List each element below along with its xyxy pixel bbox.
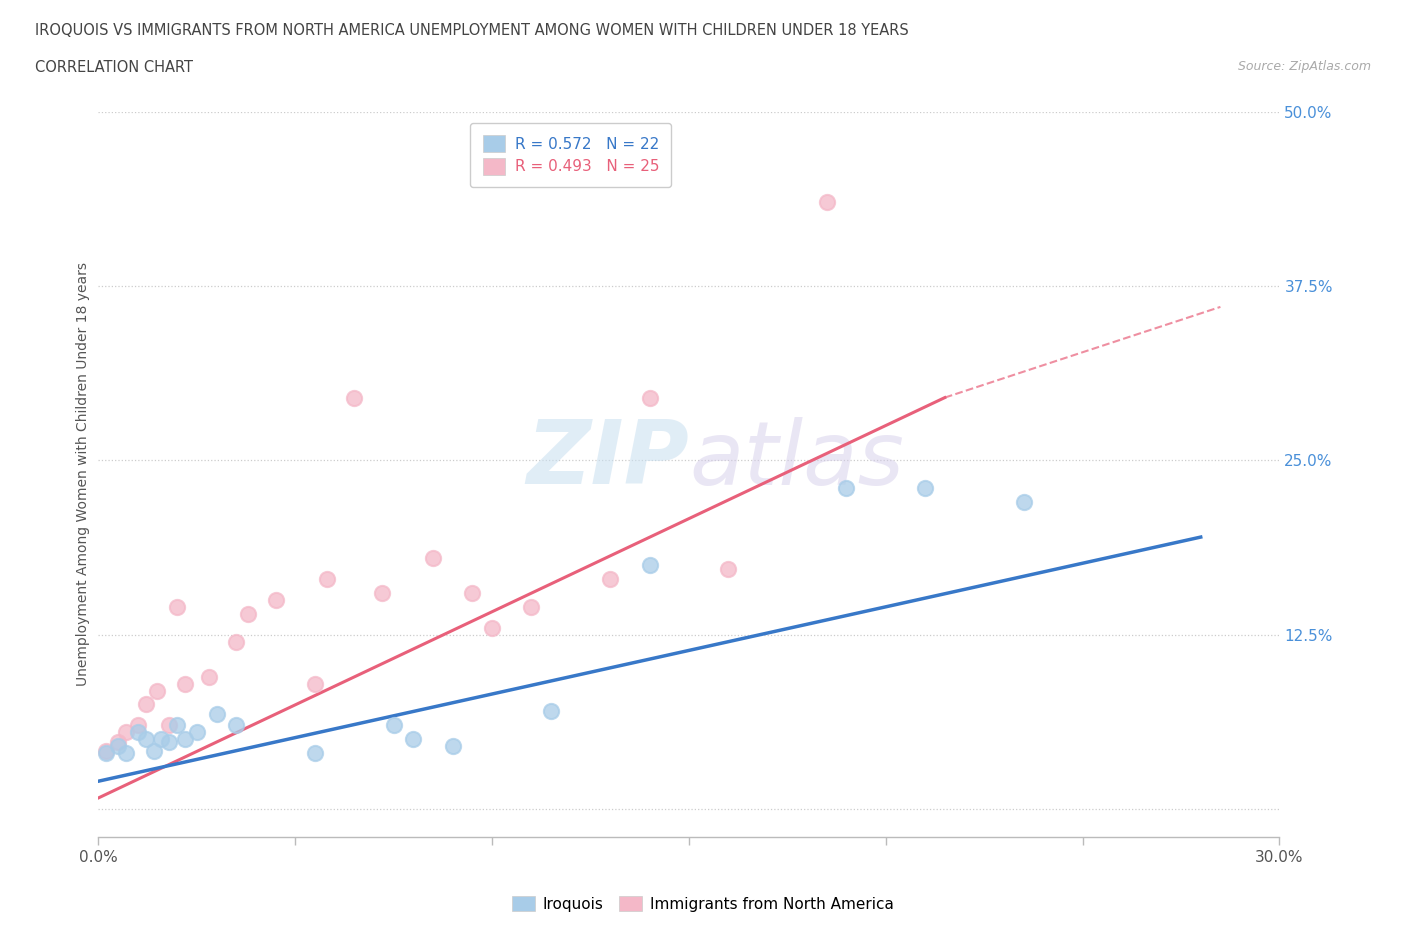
- Text: IROQUOIS VS IMMIGRANTS FROM NORTH AMERICA UNEMPLOYMENT AMONG WOMEN WITH CHILDREN: IROQUOIS VS IMMIGRANTS FROM NORTH AMERIC…: [35, 23, 908, 38]
- Point: [371, 586, 394, 601]
- Point: [146, 684, 169, 698]
- Point: [1012, 495, 1035, 510]
- Legend: R = 0.572   N = 22, R = 0.493   N = 25: R = 0.572 N = 22, R = 0.493 N = 25: [471, 123, 671, 187]
- Point: [315, 571, 337, 587]
- Point: [174, 676, 197, 691]
- Point: [382, 718, 405, 733]
- Point: [638, 558, 661, 573]
- Point: [157, 718, 180, 733]
- Point: [157, 735, 180, 750]
- Point: [174, 732, 197, 747]
- Point: [96, 743, 118, 758]
- Point: [264, 592, 287, 607]
- Point: [127, 718, 149, 733]
- Point: [135, 698, 157, 712]
- Point: [402, 732, 425, 747]
- Text: CORRELATION CHART: CORRELATION CHART: [35, 60, 193, 75]
- Point: [96, 746, 118, 761]
- Point: [441, 738, 464, 753]
- Point: [107, 738, 129, 753]
- Point: [225, 634, 247, 649]
- Point: [481, 620, 503, 635]
- Point: [304, 746, 326, 761]
- Point: [717, 562, 740, 577]
- Point: [142, 743, 165, 758]
- Point: [135, 732, 157, 747]
- Point: [166, 600, 188, 615]
- Text: atlas: atlas: [689, 417, 904, 503]
- Legend: Iroquois, Immigrants from North America: Iroquois, Immigrants from North America: [506, 889, 900, 918]
- Point: [422, 551, 444, 565]
- Point: [236, 606, 259, 621]
- Point: [166, 718, 188, 733]
- Point: [520, 600, 543, 615]
- Point: [343, 391, 366, 405]
- Point: [225, 718, 247, 733]
- Point: [197, 670, 219, 684]
- Text: Source: ZipAtlas.com: Source: ZipAtlas.com: [1237, 60, 1371, 73]
- Point: [835, 481, 858, 496]
- Point: [540, 704, 562, 719]
- Point: [150, 732, 173, 747]
- Point: [107, 735, 129, 750]
- Point: [914, 481, 936, 496]
- Point: [127, 725, 149, 740]
- Point: [599, 571, 621, 587]
- Point: [115, 725, 138, 740]
- Point: [205, 707, 228, 722]
- Point: [186, 725, 208, 740]
- Text: ZIP: ZIP: [526, 417, 689, 503]
- Point: [461, 586, 484, 601]
- Y-axis label: Unemployment Among Women with Children Under 18 years: Unemployment Among Women with Children U…: [76, 262, 90, 686]
- Point: [815, 195, 838, 210]
- Point: [304, 676, 326, 691]
- Point: [115, 746, 138, 761]
- Point: [638, 391, 661, 405]
